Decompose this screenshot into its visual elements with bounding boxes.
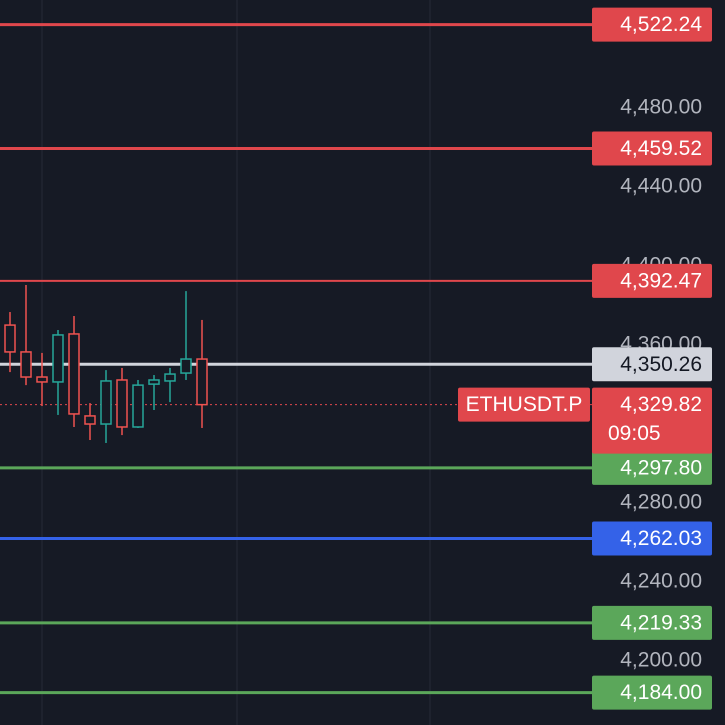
candle-body <box>68 333 80 415</box>
price-label: 4,262.03 <box>620 527 702 550</box>
price-label: 4,522.24 <box>620 13 702 36</box>
price-label: 4,350.26 <box>620 353 702 376</box>
price-label-box <box>592 7 712 42</box>
y-tick-label: 4,280.00 <box>620 491 702 514</box>
y-tick-label: 4,240.00 <box>620 570 702 593</box>
symbol-label: ETHUSDT.P <box>466 393 583 416</box>
price-label-box <box>592 450 712 485</box>
price-label-box <box>592 605 712 640</box>
price-label-box <box>592 263 712 298</box>
symbol-label-box <box>458 387 590 422</box>
candle-body <box>180 358 192 374</box>
candle-body <box>4 324 16 353</box>
price-label: 4,219.33 <box>620 611 702 634</box>
price-label: 4,392.47 <box>620 269 702 292</box>
y-tick-label: 4,200.00 <box>620 649 702 672</box>
candle-body <box>196 358 208 406</box>
price-label: 4,297.80 <box>620 456 702 479</box>
candle-body <box>84 415 96 425</box>
countdown-label: 09:05 <box>608 422 661 445</box>
price-label-box <box>592 131 712 166</box>
y-tick-label: 4,440.00 <box>620 175 702 198</box>
candle-body <box>20 351 32 378</box>
candle-body <box>100 380 112 425</box>
candle-body <box>36 376 48 383</box>
candle-body <box>148 379 160 385</box>
last-price-box <box>592 387 712 454</box>
candle-body <box>52 334 64 383</box>
y-tick-label: 4,480.00 <box>620 96 702 119</box>
candle-body <box>164 373 176 382</box>
price-label: 4,459.52 <box>620 137 702 160</box>
candle-body <box>116 379 128 428</box>
price-label-box <box>592 521 712 556</box>
price-label: 4,184.00 <box>620 681 702 704</box>
last-price-label: 4,329.82 <box>620 393 702 416</box>
price-label-box <box>592 347 712 382</box>
price-label-box <box>592 675 712 710</box>
candle-body <box>132 384 144 428</box>
